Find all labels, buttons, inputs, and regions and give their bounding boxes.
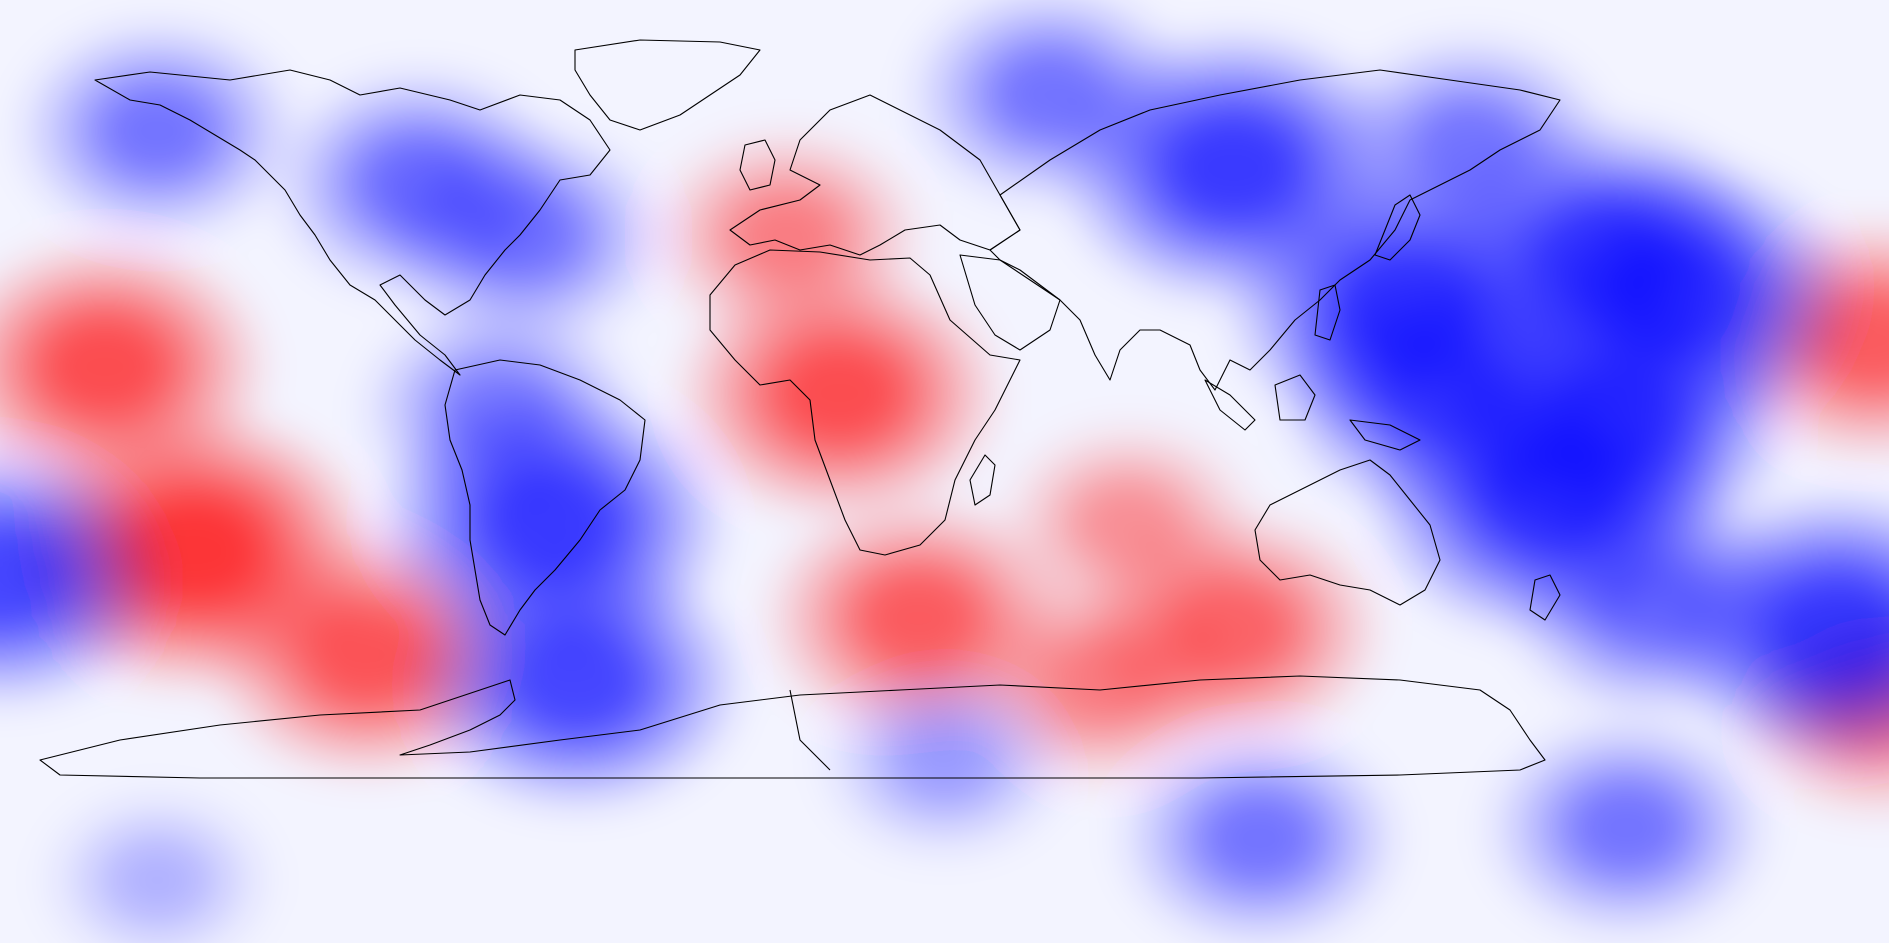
anomaly-alaska-cold-band-3 — [102, 87, 213, 175]
anomaly-hawaii-cold-band-3 — [0, 525, 65, 627]
anomaly-southern-ocean-cold-band-3 — [895, 721, 994, 798]
anomaly-west-africa-warm-band-3 — [776, 343, 903, 443]
coast-antarctic-shelf-line — [789, 689, 831, 771]
coast-borneo — [1274, 374, 1316, 421]
coast-japan — [1374, 194, 1421, 261]
coast-madagascar — [969, 454, 996, 506]
anomaly-south-atlantic-warm-band-3 — [858, 571, 978, 665]
anomaly-north-pacific-warm-band-3 — [42, 317, 168, 416]
coast-greenland — [574, 39, 761, 131]
coast-new-guinea — [1349, 419, 1421, 451]
coast-africa — [709, 249, 1021, 556]
coast-south-america — [444, 359, 646, 636]
coast-philippines — [1314, 284, 1341, 341]
anomaly-southern-africa-warm-band-3 — [1048, 639, 1156, 723]
anomaly-nz-east-cold-band-3 — [1769, 575, 1889, 682]
coastlines — [39, 39, 1561, 779]
coast-sumatra — [1204, 379, 1256, 431]
anomaly-central-america-cold-band-3 — [445, 366, 552, 451]
anomaly-russia-cold-band-3 — [1165, 114, 1301, 221]
anomaly-north-atlantic-warm-band-3 — [733, 193, 841, 278]
anomaly-se-atlantic-warm-band-3 — [1077, 484, 1179, 564]
coast-asia — [989, 69, 1561, 391]
anomaly-east-pacific-warm-band-3 — [306, 606, 429, 703]
coast-new-zealand — [1529, 574, 1561, 621]
anomaly-siberia-cold-band-3 — [1414, 103, 1525, 190]
anomaly-patagonia-cold-band-3 — [512, 630, 642, 732]
anomaly-arctic-cold-band-3 — [994, 51, 1105, 138]
anomaly-antarctica-cold-band-3 — [1204, 795, 1315, 882]
anomaly-bay-of-bengal-cold-band-3 — [1380, 343, 1506, 443]
coast-north-america — [94, 69, 611, 376]
anomaly-hudson-cold-band-3 — [469, 192, 580, 279]
coast-australia — [1254, 459, 1441, 606]
coast-british-isles — [739, 139, 776, 191]
coast-arabia — [959, 254, 1061, 351]
coast-antarctica — [39, 675, 1546, 779]
anomaly-antarctica-east-cold-band-3 — [1571, 784, 1682, 871]
anomaly-ross-sea-cold-band-3 — [111, 844, 204, 916]
